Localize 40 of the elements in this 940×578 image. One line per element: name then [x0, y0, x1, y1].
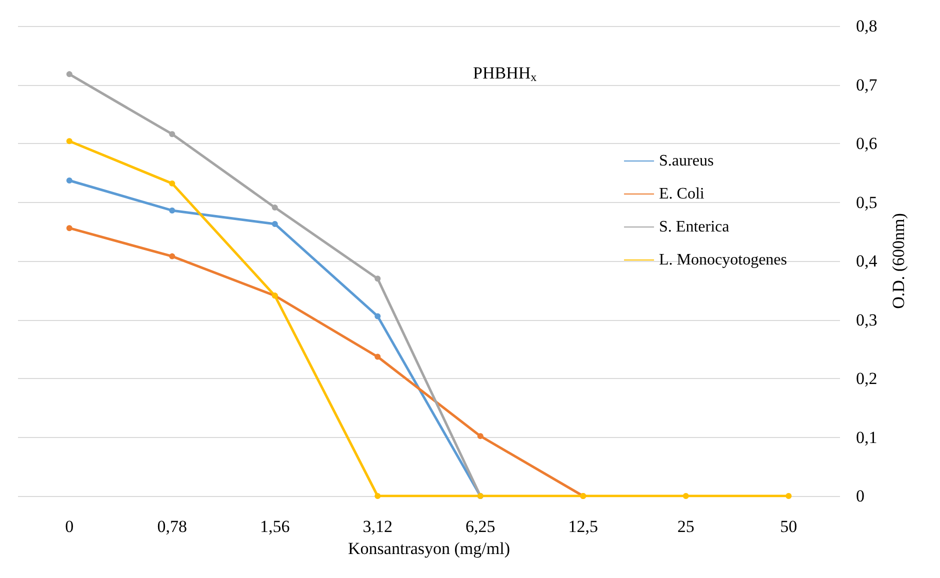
- point: [272, 220, 278, 227]
- y-tick-label: 0,7: [856, 75, 878, 94]
- y-tick-label: 0,2: [856, 369, 878, 388]
- x-tick-label: 0,78: [157, 517, 187, 536]
- x-tick-label: 50: [780, 517, 798, 536]
- x-tick-label: 1,56: [260, 517, 290, 536]
- legend-label: E. Coli: [659, 186, 705, 202]
- point: [786, 493, 792, 499]
- point: [374, 276, 381, 282]
- point: [374, 313, 381, 320]
- point: [682, 493, 689, 499]
- point: [169, 180, 176, 186]
- legend-label: S.aureus: [659, 152, 714, 170]
- point: [374, 354, 381, 360]
- x-tick-label: 0: [65, 517, 74, 536]
- legend-label: S. Enterica: [659, 218, 730, 236]
- point: [66, 225, 72, 232]
- x-tick-label: 12,5: [568, 517, 598, 536]
- y-tick-label: 0,1: [856, 428, 878, 447]
- point: [374, 493, 381, 499]
- y-tick-label: 0,4: [856, 252, 878, 270]
- point: [272, 204, 278, 211]
- y-tick-label: 0,3: [856, 310, 878, 330]
- point: [66, 178, 72, 184]
- point: [66, 71, 72, 78]
- point: [66, 138, 72, 144]
- point: [169, 131, 176, 138]
- y-tick-label: 0: [856, 486, 864, 506]
- y-tick-label: 0,6: [856, 134, 878, 153]
- y-tick-label: 0,8: [856, 16, 878, 36]
- point: [477, 433, 484, 440]
- point: [169, 207, 176, 214]
- legend-label: L. Monocyotogenes: [659, 252, 788, 268]
- point: [169, 253, 176, 260]
- x-tick-label: 25: [677, 517, 694, 536]
- x-tick-label: 3,12: [362, 517, 392, 536]
- y-axis-title: O.D. (600nm): [889, 213, 908, 309]
- y-tick-label: 0,5: [856, 192, 878, 212]
- x-axis-title: Konsantrasyon (mg/ml): [348, 539, 510, 558]
- x-tick-label: 6,25: [466, 517, 496, 536]
